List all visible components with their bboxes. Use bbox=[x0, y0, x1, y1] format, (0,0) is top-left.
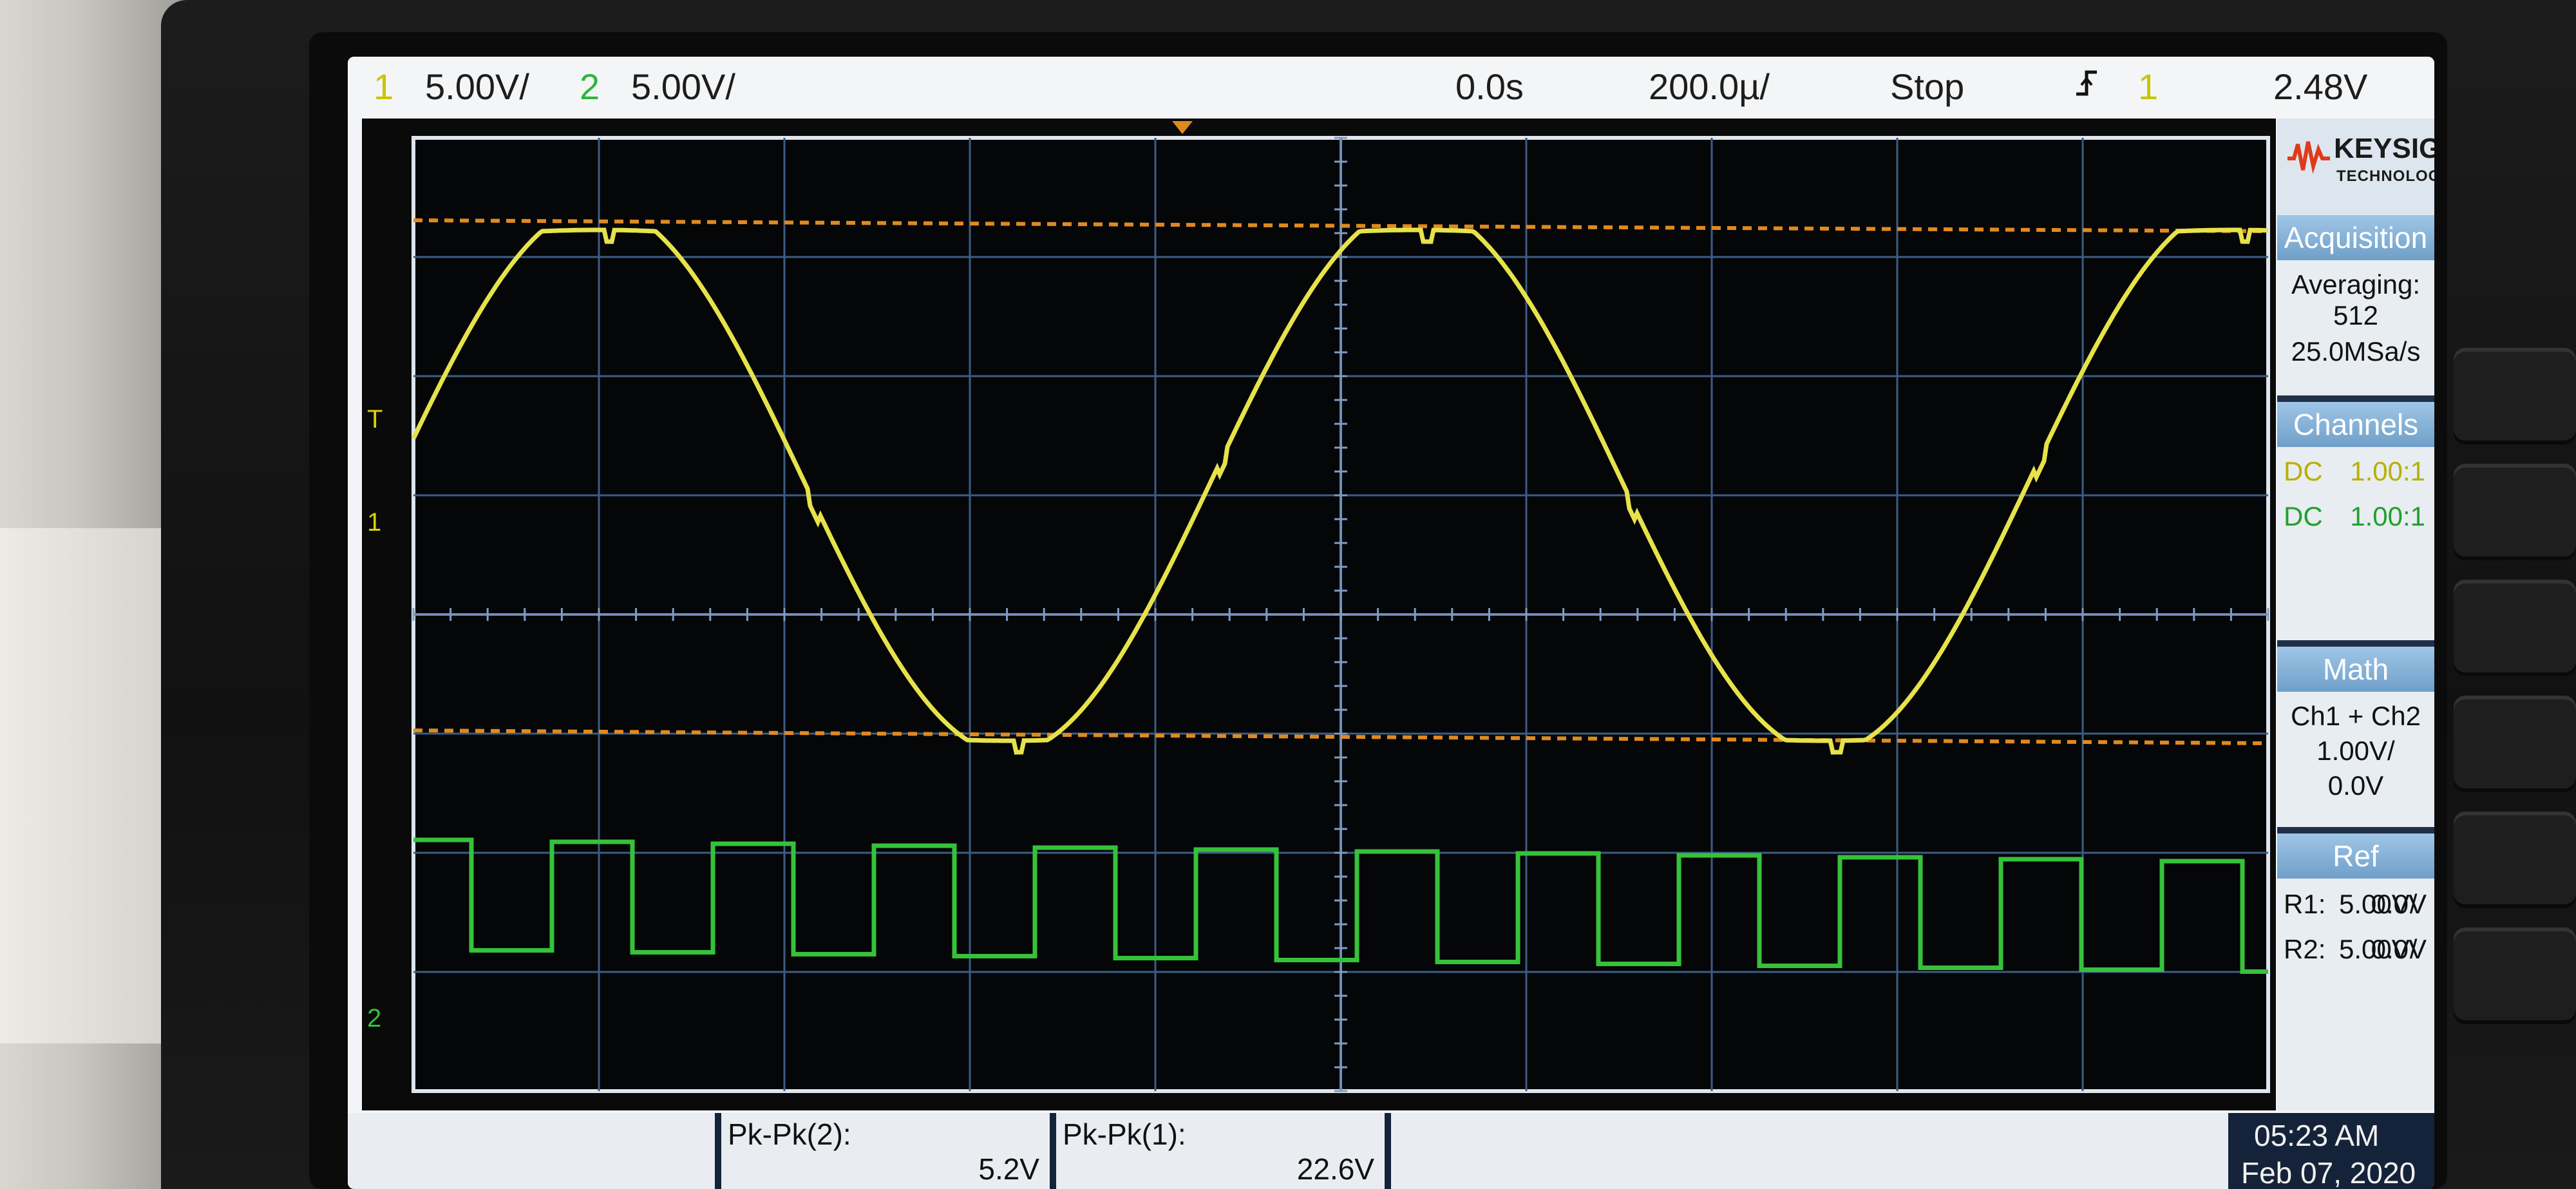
background-object bbox=[0, 528, 187, 1043]
measurement-slot-empty[interactable] bbox=[348, 1113, 715, 1189]
ref-header[interactable]: Ref bbox=[2277, 833, 2434, 879]
ch2-trace bbox=[413, 837, 2268, 974]
ch2-scale[interactable]: 5.00V/ bbox=[631, 66, 735, 107]
ch1-number[interactable]: 1 bbox=[374, 66, 394, 107]
time-delay[interactable]: 0.0s bbox=[1455, 66, 1524, 107]
softkey-4[interactable] bbox=[2454, 696, 2576, 792]
graticule: T 1 2 bbox=[367, 121, 2270, 1093]
brand-name: KEYSIGHT bbox=[2334, 133, 2434, 164]
trigger-edge-icon bbox=[2074, 66, 2099, 110]
math-offset: 0.0V bbox=[2327, 770, 2384, 801]
acquisition-header[interactable]: Acquisition bbox=[2277, 215, 2434, 260]
clock-date: Feb 07, 2020 bbox=[2241, 1156, 2416, 1189]
softkey-3[interactable] bbox=[2454, 580, 2576, 676]
brand-sub: TECHNOLOGIES bbox=[2336, 167, 2434, 185]
timebase[interactable]: 200.0µ/ bbox=[1649, 66, 1770, 107]
ref1-scale: 5.00V/ bbox=[2339, 889, 2418, 919]
acquisition-body: Averaging: 512 25.0MSa/s bbox=[2277, 260, 2434, 395]
trigger-level[interactable]: 2.48V bbox=[2273, 66, 2368, 107]
side-panel: KEYSIGHT TECHNOLOGIES Acquisition Averag… bbox=[2277, 119, 2434, 1110]
ref2-scale: 5.00V/ bbox=[2339, 934, 2418, 964]
waveform-display[interactable]: T 1 2 bbox=[362, 119, 2276, 1110]
ch1-scale[interactable]: 5.00V/ bbox=[425, 66, 529, 107]
channels-header[interactable]: Channels bbox=[2277, 402, 2434, 447]
softkey-6[interactable] bbox=[2454, 927, 2576, 1024]
ref-body: R1: 5.00V/ 0.0V R2: 5.00V/ 0.0V bbox=[2277, 879, 2434, 1110]
sample-rate: 25.0MSa/s bbox=[2291, 336, 2421, 366]
math-header[interactable]: Math bbox=[2277, 647, 2434, 692]
measurement-bar: Pk-Pk(2): 5.2V Pk-Pk(1): 22.6V 05:23 AM … bbox=[348, 1113, 2434, 1189]
measurement-value: 22.6V bbox=[1296, 1152, 1374, 1186]
ref1-label: R1: bbox=[2284, 889, 2326, 919]
ch1-coupling: DC bbox=[2284, 456, 2323, 486]
ref2-label: R2: bbox=[2284, 934, 2326, 964]
softkey-5[interactable] bbox=[2454, 812, 2576, 908]
measurement-pkpk-ch1[interactable]: Pk-Pk(1): 22.6V bbox=[1056, 1113, 1385, 1189]
measurement-label: Pk-Pk(2): bbox=[728, 1118, 851, 1151]
ch2-probe: 1.00:1 bbox=[2350, 501, 2425, 531]
trigger-marker: T bbox=[367, 405, 383, 433]
channels-body: DC 1.00:1 DC 1.00:1 bbox=[2277, 447, 2434, 640]
measurement-slot-empty[interactable] bbox=[1391, 1113, 2228, 1189]
clock-time: 05:23 AM bbox=[2254, 1119, 2380, 1152]
ch1-trace bbox=[411, 227, 2269, 755]
math-body: Ch1 + Ch2 1.00V/ 0.0V bbox=[2277, 692, 2434, 827]
measurement-label: Pk-Pk(1): bbox=[1063, 1118, 1186, 1151]
softkey-column bbox=[2454, 348, 2576, 1189]
ch2-ground-marker: 2 bbox=[367, 1004, 381, 1032]
status-bar: 1 5.00V/ 2 5.00V/ 0.0s 200.0µ/ Stop 1 2.… bbox=[348, 57, 2434, 119]
oscilloscope-screen: 1 5.00V/ 2 5.00V/ 0.0s 200.0µ/ Stop 1 2.… bbox=[348, 57, 2434, 1189]
ch1-ground-marker: 1 bbox=[367, 508, 381, 537]
measurement-pkpk-ch2[interactable]: Pk-Pk(2): 5.2V bbox=[721, 1113, 1050, 1189]
clock: 05:23 AM Feb 07, 2020 bbox=[2235, 1113, 2434, 1189]
trigger-source[interactable]: 1 bbox=[2138, 66, 2159, 107]
math-scale: 1.00V/ bbox=[2316, 736, 2395, 766]
ref1-offset: 0.0V bbox=[2371, 889, 2427, 919]
trigger-position-marker bbox=[1172, 121, 1193, 134]
cursor-lower bbox=[413, 728, 2269, 745]
run-state[interactable]: Stop bbox=[1890, 66, 1965, 107]
keysight-wave-logo-icon bbox=[2287, 141, 2330, 174]
math-expression: Ch1 + Ch2 bbox=[2291, 701, 2421, 731]
ch1-probe: 1.00:1 bbox=[2350, 456, 2425, 486]
brand-block: KEYSIGHT TECHNOLOGIES bbox=[2277, 119, 2434, 215]
acquisition-mode: Averaging: 512 bbox=[2291, 269, 2421, 330]
softkey-1[interactable] bbox=[2454, 348, 2576, 444]
ch2-number[interactable]: 2 bbox=[580, 66, 600, 107]
cursor-upper bbox=[413, 218, 2269, 233]
softkey-2[interactable] bbox=[2454, 464, 2576, 560]
measurement-value: 5.2V bbox=[978, 1152, 1039, 1186]
ch2-coupling: DC bbox=[2284, 501, 2323, 531]
ref2-offset: 0.0V bbox=[2371, 934, 2427, 964]
